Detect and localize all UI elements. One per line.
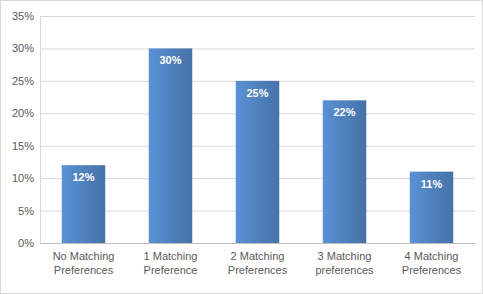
y-tick: 25% (12, 75, 40, 87)
x-tick-label: No Matching Preferences (53, 250, 115, 276)
bar (62, 165, 106, 243)
x-tick-label: 1 Matching Preference (144, 250, 198, 276)
y-tick-label: 0% (18, 237, 34, 249)
x-tick-label-line: 1 Matching (144, 250, 198, 262)
data-label: 25% (246, 87, 268, 99)
bar (323, 100, 367, 243)
x-axis: No Matching Preferences 1 Matching Preferen… (41, 243, 476, 276)
data-label: 22% (333, 106, 355, 118)
bar (236, 81, 280, 243)
y-tick-label: 30% (12, 42, 34, 54)
x-tick: 1 Matching Preference (144, 243, 198, 276)
bars (62, 48, 454, 243)
grid-line (40, 48, 475, 49)
x-tick-label-line: 2 Matching (231, 250, 285, 262)
y-tick-label: 25% (12, 75, 34, 87)
y-tick: 20% (12, 107, 40, 119)
plot-area: 0% 5% 10% 15% 20% 25% 30% 35% No Matching Prefere… (12, 10, 476, 276)
x-tick-label: 3 Matching preferences (315, 250, 374, 276)
y-tick-label: 5% (18, 205, 34, 217)
x-tick: 3 Matching preferences (315, 243, 374, 276)
y-axis-line (40, 17, 41, 244)
y-tick: 35% (12, 10, 40, 22)
x-tick-label-line: Preferences (54, 264, 114, 276)
bar (410, 172, 454, 243)
grid (40, 17, 475, 244)
x-tick-label-line: preferences (315, 264, 374, 276)
y-tick: 5% (18, 205, 40, 217)
y-tick-label: 20% (12, 107, 34, 119)
x-tick: No Matching Preferences (53, 243, 115, 276)
y-tick: 10% (12, 172, 40, 184)
y-tick-label: 15% (12, 140, 34, 152)
x-tick: 2 Matching Preferences (228, 243, 288, 276)
grid-line (40, 243, 475, 244)
x-tick-label-line: 4 Matching (405, 250, 459, 262)
x-tick-label-line: 3 Matching (318, 250, 372, 262)
y-tick: 15% (12, 140, 40, 152)
bar (149, 48, 193, 243)
y-tick: 0% (18, 237, 40, 249)
grid-line (40, 16, 475, 17)
data-label: 30% (159, 54, 181, 66)
x-tick-label-line: Preferences (228, 264, 288, 276)
x-tick-label: 2 Matching Preferences (228, 250, 288, 276)
y-tick: 30% (12, 42, 40, 54)
data-labels: 12% 30% 25% 22% 11% (72, 54, 442, 189)
x-tick-label-line: No Matching (53, 250, 115, 262)
x-tick: 4 Matching Preferences (402, 243, 462, 276)
x-tick-label: 4 Matching Preferences (402, 250, 462, 276)
data-label: 12% (72, 171, 94, 183)
y-tick-label: 10% (12, 172, 34, 184)
chart: 0% 5% 10% 15% 20% 25% 30% 35% No Matching Prefere… (0, 0, 483, 294)
chart-frame (1, 1, 483, 294)
y-axis: 0% 5% 10% 15% 20% 25% 30% 35% (12, 10, 41, 249)
x-tick-label-line: Preference (144, 264, 198, 276)
x-axis-line (41, 243, 476, 244)
data-label: 11% (421, 178, 443, 190)
x-tick-label-line: Preferences (402, 264, 462, 276)
y-tick-label: 35% (12, 10, 34, 22)
